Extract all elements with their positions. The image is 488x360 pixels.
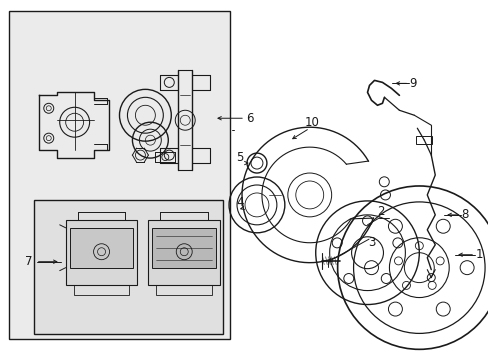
Text: 7: 7 — [25, 255, 33, 268]
Bar — [156, 285, 212, 294]
Text: 9: 9 — [409, 77, 416, 90]
Bar — [65, 220, 137, 285]
Text: 3: 3 — [367, 236, 374, 249]
Bar — [152, 228, 216, 268]
Bar — [69, 228, 133, 268]
Bar — [34, 200, 223, 334]
Text: 4: 4 — [236, 197, 244, 210]
Text: 8: 8 — [461, 208, 468, 221]
Text: 1: 1 — [474, 248, 482, 261]
Bar — [148, 220, 220, 285]
Text: 10: 10 — [304, 116, 319, 129]
Bar — [74, 285, 129, 294]
Text: 2: 2 — [376, 205, 384, 219]
Bar — [415, 136, 431, 144]
Text: 6: 6 — [246, 112, 253, 125]
Text: 5: 5 — [236, 150, 243, 163]
Bar — [9, 11, 229, 339]
